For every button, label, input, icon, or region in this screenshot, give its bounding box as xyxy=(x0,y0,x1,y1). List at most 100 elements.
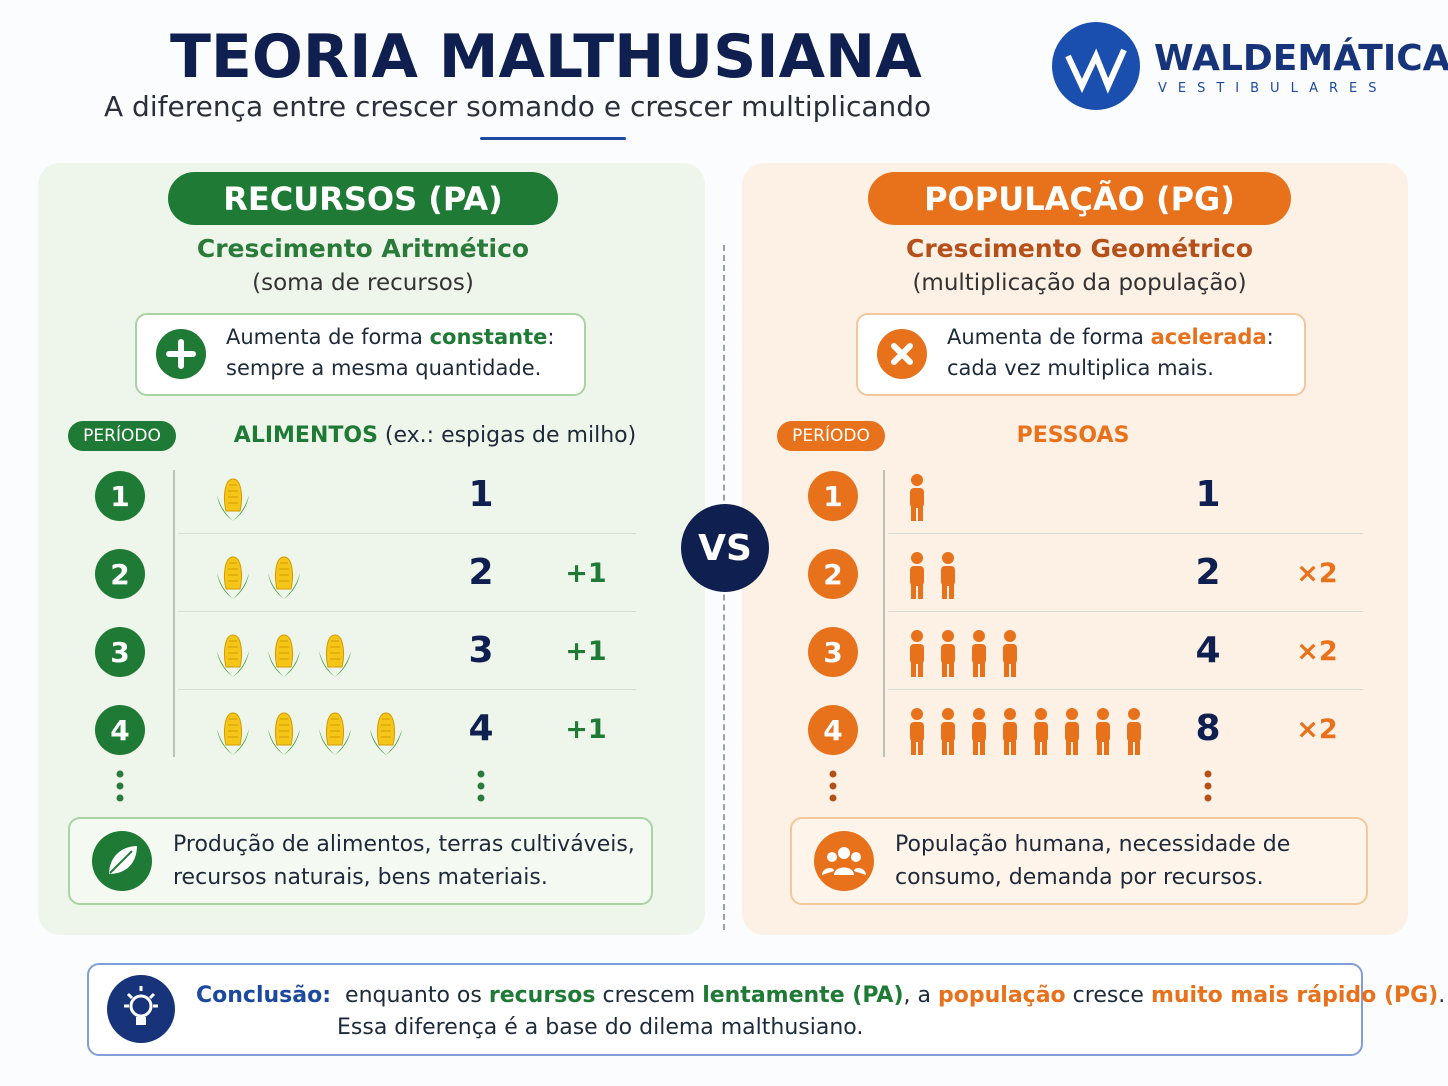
row-change: ×2 xyxy=(1296,558,1338,589)
row-separator xyxy=(888,689,1363,690)
icon-shape xyxy=(1003,630,1017,677)
ellipsis-shape xyxy=(116,770,124,802)
text: enquanto os xyxy=(345,983,489,1008)
icon xyxy=(905,551,929,601)
note-icon-shape xyxy=(156,329,206,379)
period-number: 1 xyxy=(808,471,858,521)
icon xyxy=(1122,707,1146,757)
icon xyxy=(213,627,253,681)
text: muito mais rápido (PG) xyxy=(1150,983,1439,1008)
icon-shape xyxy=(268,634,300,677)
period-number: 3 xyxy=(95,627,145,677)
logo-icon xyxy=(1052,22,1140,110)
column-header: ALIMENTOS (ex.: espigas de milho) xyxy=(185,423,685,448)
row-separator xyxy=(888,533,1363,534)
icon xyxy=(998,707,1022,757)
icon xyxy=(967,629,991,679)
row-separator xyxy=(178,533,636,534)
text: Aumenta de forma xyxy=(947,325,1151,349)
row-value: 3 xyxy=(468,630,494,671)
subtitle: A diferença entre crescer somando e cres… xyxy=(104,90,932,123)
icon-shape xyxy=(1065,708,1079,755)
logo-tagline: VESTIBULARES xyxy=(1158,81,1388,96)
row-change: ×2 xyxy=(1296,714,1338,745)
icon xyxy=(905,473,929,523)
icon-shape xyxy=(217,478,249,521)
row-separator xyxy=(178,611,636,612)
note-line1: Aumenta de forma acelerada: xyxy=(947,325,1274,349)
icon xyxy=(936,707,960,757)
footer-icon-shape xyxy=(92,831,152,891)
text: . xyxy=(1438,983,1446,1008)
footer-text: recursos naturais, bens materiais. xyxy=(173,865,548,890)
row-value: 4 xyxy=(468,708,494,749)
footer-box xyxy=(68,817,653,905)
ellipsis xyxy=(829,770,837,802)
icon-shape xyxy=(268,712,300,755)
note-box xyxy=(135,313,586,396)
subheading: (soma de recursos) xyxy=(252,270,474,296)
icon xyxy=(264,627,304,681)
row-change: +1 xyxy=(565,636,607,667)
subheading: (multiplicação da população) xyxy=(912,270,1247,296)
text: recursos xyxy=(488,983,596,1008)
icon xyxy=(1091,707,1115,757)
text: Aumenta de forma xyxy=(226,325,430,349)
ellipsis xyxy=(477,770,485,802)
icon-shape xyxy=(910,552,924,599)
note-icon xyxy=(876,328,928,380)
icon-shape xyxy=(941,708,955,755)
footer-icon-shape xyxy=(814,831,874,891)
bulb-icon xyxy=(107,975,175,1043)
icon xyxy=(366,705,406,759)
icon xyxy=(905,707,929,757)
icon xyxy=(213,549,253,603)
icon-shape xyxy=(268,556,300,599)
icon-shape xyxy=(941,552,955,599)
text: população xyxy=(938,983,1066,1008)
icon xyxy=(315,705,355,759)
icon xyxy=(1029,707,1053,757)
note-line1: Aumenta de forma constante: xyxy=(226,325,554,349)
text: : xyxy=(547,325,555,349)
icon xyxy=(936,551,960,601)
period-number: 3 xyxy=(808,627,858,677)
row-change: +1 xyxy=(565,558,607,589)
icon xyxy=(936,629,960,679)
text: crescem xyxy=(595,983,703,1008)
note-box xyxy=(856,313,1306,396)
icon-shape xyxy=(370,712,402,755)
ellipsis xyxy=(1204,770,1212,802)
icon xyxy=(264,705,304,759)
row-value: 1 xyxy=(1195,474,1221,515)
badge: POPULAÇÃO (PG) xyxy=(868,172,1291,225)
note-line2: cada vez multiplica mais. xyxy=(947,356,1214,380)
ellipsis-shape xyxy=(1204,770,1212,802)
underline xyxy=(480,137,626,140)
badge: RECURSOS (PA) xyxy=(168,172,558,225)
text: cresce xyxy=(1065,983,1151,1008)
column-header: PESSOAS xyxy=(823,423,1323,448)
title: TEORIA MALTHUSIANA xyxy=(170,22,922,92)
text: ALIMENTOS xyxy=(233,423,378,448)
icon xyxy=(315,627,355,681)
icon xyxy=(213,705,253,759)
logo-name: WALDEMÁTICA xyxy=(1154,38,1448,79)
icon-shape xyxy=(217,556,249,599)
left-panel xyxy=(38,163,705,935)
icon-shape xyxy=(910,708,924,755)
icon-shape xyxy=(1096,708,1110,755)
text: : xyxy=(1266,325,1274,349)
icon xyxy=(998,629,1022,679)
ellipsis-shape xyxy=(829,770,837,802)
period-number: 2 xyxy=(95,549,145,599)
period-number: 4 xyxy=(95,705,145,755)
right-panel xyxy=(742,163,1408,935)
row-separator xyxy=(888,611,1363,612)
row-value: 1 xyxy=(468,474,494,515)
conclusion-label: Conclusão: xyxy=(196,983,332,1008)
row-value: 8 xyxy=(1195,708,1221,749)
period-label: PERÍODO xyxy=(68,421,176,451)
icon xyxy=(1060,707,1084,757)
